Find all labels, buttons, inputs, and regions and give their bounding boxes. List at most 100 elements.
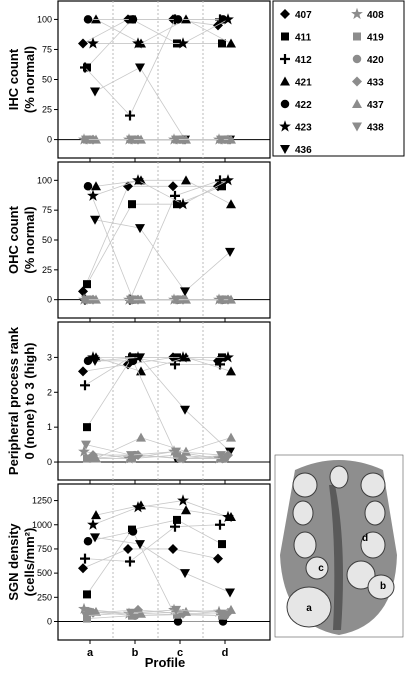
y-tick-label: 0 [47,457,52,467]
y-tick-label: 3 [47,352,52,362]
data-point-436 [135,63,145,73]
y-tick-label: 2 [47,387,52,397]
inset-lumen [329,465,349,489]
data-point-436 [225,588,235,598]
data-point-421 [226,38,236,48]
series-line-437 [95,437,232,459]
series-line-412 [84,19,220,117]
data-point-438 [216,451,226,461]
legend-marker-436 [280,145,290,154]
data-point-437 [226,134,236,144]
data-point-407 [168,543,178,554]
series-line-412 [84,524,221,562]
data-point-423 [222,13,234,25]
inset-label: d [362,533,368,544]
data-point-437 [181,606,191,616]
data-point-423 [177,351,189,363]
legend-label-422: 422 [295,100,312,111]
y-axis-title: OHC count [6,205,21,274]
data-point-438 [171,447,181,457]
series-line-419 [86,614,223,619]
data-point-438 [81,440,91,450]
y-tick-label: 75 [42,205,52,215]
data-point-437 [181,446,191,456]
data-point-407 [213,553,223,564]
y-tick-label: 250 [37,592,52,602]
data-point-421 [91,510,101,520]
legend-marker-412 [280,54,290,64]
data-point-437 [136,294,146,304]
data-point-412 [125,110,135,121]
panel-3: 0 1 2 3 Peripheral process rank 0 (none) to 3… [6,321,271,484]
panel-frame [57,321,271,481]
series-line-436 [94,356,231,452]
data-point-422 [128,15,138,24]
y-axis-subtitle: (cells/mm²) [22,528,37,597]
inset-lumen [346,560,376,590]
data-point-437 [226,294,236,304]
data-point-423 [177,197,189,210]
data-point-412 [80,553,90,564]
data-point-423 [177,494,189,506]
series-line-421 [95,505,232,518]
series-line-407 [82,548,219,569]
data-point-438 [171,605,181,615]
data-point-437 [91,294,101,304]
data-point-438 [126,295,136,305]
data-point-423 [222,174,234,186]
cochlea-photo-inset: a b c d [274,454,404,638]
series-line-423 [92,500,229,526]
series-line-438 [85,609,222,617]
legend-marker-438 [352,122,362,132]
data-point-436 [90,356,100,366]
inset-lumen [367,574,395,600]
data-point-438 [81,611,91,621]
data-point-438 [216,609,226,619]
inset-lumen [360,472,386,498]
y-axis-subtitle: 0 (none) to 3 (high) [22,343,37,460]
data-point-423 [87,518,99,530]
inset-lumen [292,500,314,526]
data-point-412 [80,62,90,73]
inset-lumen [360,531,386,559]
inset-lumen [305,556,329,580]
data-point-411 [218,540,226,549]
y-tick-label: 0 [47,616,52,626]
series-line-423 [93,19,229,44]
data-point-421 [181,175,191,185]
data-point-407 [78,563,88,574]
legend-label-436: 436 [295,145,312,156]
y-axis-subtitle: (% normal) [22,46,37,113]
y-tick-label: 100 [37,14,52,24]
y-tick-label: 1 [47,422,52,432]
data-point-437 [226,432,236,442]
y-tick-label: 0 [47,295,52,305]
y-tick-label: 25 [42,265,52,275]
series-line-411 [86,519,223,595]
data-point-423 [87,351,99,363]
data-point-412 [170,190,180,201]
data-point-422 [173,617,183,626]
data-point-437 [181,294,191,304]
data-point-422 [173,15,183,24]
data-point-412 [215,175,225,186]
inset-lumen [286,586,332,628]
data-point-436 [135,224,145,234]
data-point-411 [218,182,226,191]
data-point-408 [78,602,90,614]
data-point-412 [170,521,180,532]
data-point-422 [83,356,93,366]
data-point-411 [83,423,91,432]
data-point-436 [180,569,190,579]
legend-marker-422 [280,99,290,109]
legend-marker-421 [280,76,290,86]
data-point-423 [132,501,144,513]
data-point-437 [136,134,146,144]
data-point-438 [126,451,136,461]
data-point-411 [173,515,181,524]
data-point-411 [218,39,226,48]
category-label: b [132,647,139,659]
data-point-421 [91,181,101,191]
data-point-421 [181,14,191,24]
